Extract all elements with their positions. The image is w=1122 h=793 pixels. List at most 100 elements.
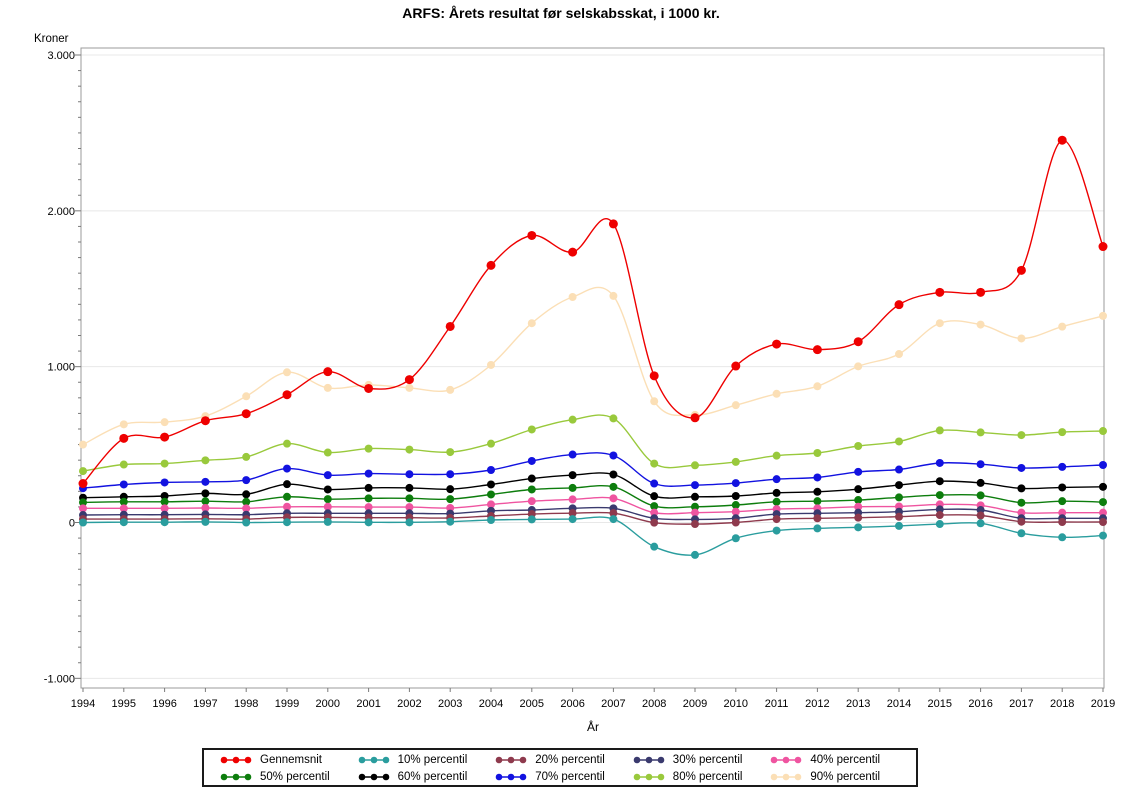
data-point (813, 497, 822, 506)
data-point (283, 492, 291, 501)
data-point (731, 507, 740, 516)
x-axis-tick-label: 1999 (275, 698, 299, 710)
series-90-percentil (79, 286, 1107, 449)
data-point (405, 470, 414, 479)
data-point (364, 483, 373, 492)
y-axis-title: Kroner (34, 33, 69, 45)
data-point (691, 461, 699, 470)
data-point (527, 456, 536, 465)
data-point (568, 515, 577, 524)
data-point (1017, 529, 1026, 538)
data-point (160, 497, 169, 506)
data-point (609, 291, 618, 300)
legend-marker-icon (771, 756, 802, 763)
data-point (323, 471, 332, 480)
legend-item: 90% percentil (768, 771, 906, 783)
data-point (283, 464, 291, 473)
data-point (446, 470, 455, 479)
data-point (731, 518, 740, 527)
data-point (160, 478, 169, 487)
data-point (405, 518, 414, 527)
data-point (854, 441, 863, 450)
x-axis-tick-label: 2012 (805, 698, 829, 710)
x-axis-tick-label: 2009 (683, 698, 707, 710)
data-point (772, 488, 781, 497)
data-point (1058, 483, 1067, 492)
data-point (772, 497, 781, 506)
data-point (1058, 508, 1067, 517)
data-point (364, 383, 374, 393)
data-point (1017, 484, 1026, 493)
data-point (895, 465, 903, 474)
data-point (241, 409, 251, 419)
data-point (650, 508, 659, 517)
data-point (283, 518, 291, 527)
series-70-percentil (79, 450, 1107, 493)
series-line (82, 286, 1104, 446)
data-point (78, 479, 88, 489)
legend-item: Gennemsnit (218, 754, 356, 766)
data-point (935, 319, 944, 328)
data-point (772, 451, 781, 460)
data-point (1017, 431, 1026, 440)
x-axis-tick-label: 2003 (438, 698, 462, 710)
data-point (405, 503, 414, 512)
data-point (854, 467, 863, 476)
series-30-percentil (79, 504, 1107, 524)
data-point (772, 339, 782, 349)
data-point (608, 219, 618, 229)
legend-marker-icon (358, 773, 389, 780)
data-point (691, 520, 699, 529)
x-axis-tick-label: 2000 (316, 698, 340, 710)
gridlines (81, 54, 1104, 679)
data-point (487, 360, 495, 369)
data-point (772, 526, 781, 535)
y-axis-tick-label: -1.000 (44, 673, 75, 685)
data-point (650, 459, 659, 468)
data-point (650, 542, 659, 551)
data-point (976, 511, 985, 520)
data-point (405, 494, 414, 503)
legend-marker-icon (495, 756, 527, 763)
data-point (201, 489, 210, 498)
data-point (201, 456, 210, 465)
data-point (813, 382, 822, 391)
data-point (976, 287, 986, 297)
data-point (854, 362, 863, 371)
plot-area: Kroner 3.000 2.000 1.000 0 -1.000 1994 1995 199… (34, 33, 1115, 734)
data-point (1017, 463, 1026, 472)
data-point (609, 414, 618, 423)
y-axis-tick-label: 2.000 (47, 206, 75, 218)
series-80-percentil (79, 414, 1107, 476)
data-point (283, 439, 291, 448)
data-point (894, 300, 904, 310)
data-point (1098, 242, 1108, 252)
data-point (79, 440, 87, 449)
data-point (445, 321, 455, 331)
legend-label: 80% percentil (672, 770, 743, 783)
data-point (242, 476, 251, 485)
data-point (1099, 508, 1107, 517)
data-point (1058, 497, 1067, 506)
data-point (691, 502, 699, 511)
data-point (854, 513, 863, 522)
series-40-percentil (79, 494, 1107, 517)
data-point (323, 367, 333, 377)
data-point (1099, 531, 1107, 540)
x-axis-tick-label: 2019 (1091, 698, 1115, 710)
legend-marker-icon (633, 773, 665, 780)
data-point (1099, 498, 1107, 507)
x-axis-tick-label: 1998 (234, 698, 258, 710)
data-point (487, 490, 495, 499)
data-point (119, 518, 128, 527)
data-point (323, 383, 332, 392)
data-point (160, 459, 169, 468)
data-point (242, 392, 251, 401)
data-point (895, 521, 903, 530)
data-point (1058, 462, 1067, 471)
data-point (731, 501, 740, 510)
data-point (1057, 135, 1067, 145)
data-point (119, 420, 128, 429)
data-point (813, 487, 822, 496)
data-point (609, 509, 618, 518)
